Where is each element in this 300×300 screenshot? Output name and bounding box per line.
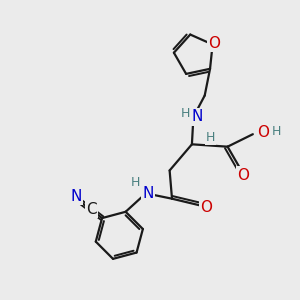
Text: H: H: [180, 107, 190, 120]
Text: N: N: [70, 189, 82, 204]
Text: N: N: [191, 110, 203, 124]
Text: C: C: [86, 202, 97, 217]
Text: H: H: [206, 131, 215, 144]
Text: O: O: [200, 200, 212, 215]
Text: O: O: [257, 125, 269, 140]
Text: H: H: [131, 176, 140, 189]
Text: O: O: [208, 35, 220, 50]
Text: H: H: [271, 125, 281, 138]
Text: O: O: [237, 168, 249, 183]
Text: N: N: [142, 186, 154, 201]
